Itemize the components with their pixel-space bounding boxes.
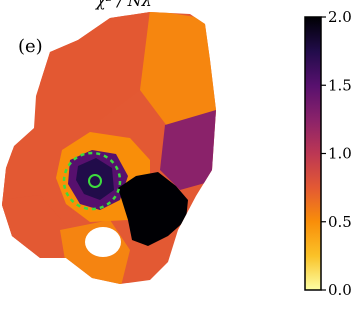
center-marker-circle: [88, 174, 102, 188]
heatmap-map: [2, 12, 216, 284]
colorbar-ticks: 0.0 0.5 1.0 1.5 2.0: [321, 8, 352, 299]
region-outer-top-right: [140, 12, 216, 130]
region-core: [76, 158, 114, 200]
colorbar-tick-label-4: 2.0: [328, 8, 352, 26]
region-black-blob: [118, 172, 188, 246]
colorbar: [304, 16, 322, 291]
region-white-hole: [85, 227, 121, 257]
colorbar-tick-label-1: 0.5: [328, 213, 352, 231]
aperture-dashed-circle: [62, 151, 122, 211]
colorbar-tick-label-3: 1.5: [328, 76, 352, 94]
panel-label: (e): [18, 36, 43, 57]
colorbar-tick-label-0: 0.0: [328, 281, 352, 299]
region-right-purple: [160, 110, 216, 190]
map-title: χ² / Nλ: [95, 0, 152, 10]
colorbar-tick-label-2: 1.0: [328, 145, 352, 163]
